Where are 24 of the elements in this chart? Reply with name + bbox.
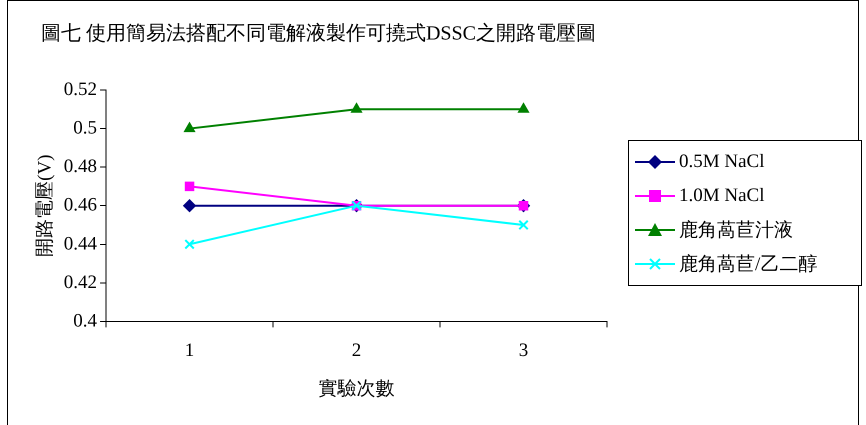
y-tick-label: 0.52 <box>64 78 98 100</box>
legend-label: 0.5M NaCl <box>679 151 764 173</box>
point <box>350 102 362 113</box>
y-tick-label: 0.4 <box>73 310 98 332</box>
x-tick-label: 1 <box>184 340 194 361</box>
y-tick-label: 0.48 <box>64 156 98 178</box>
x-tick-label: 3 <box>518 340 528 361</box>
y-tick-label: 0.44 <box>64 233 98 254</box>
point <box>184 122 196 132</box>
legend-label: 鹿角萵苣/乙二醇 <box>679 253 818 277</box>
x-axis-title: 實驗次數 <box>318 378 395 400</box>
y-axis-title: 開路電壓(V) <box>34 154 56 257</box>
point <box>183 199 196 212</box>
point <box>184 182 194 192</box>
point <box>184 239 195 250</box>
legend-label: 鹿角萵苣汁液 <box>679 219 793 243</box>
x-tick-label: 2 <box>352 340 362 361</box>
legend-label: 1.0M NaCl <box>679 185 764 207</box>
point <box>518 220 529 230</box>
point <box>518 102 530 113</box>
chart-title: 圖七 使用簡易法搭配不同電解液製作可撓式DSSC之開路電壓圖 <box>40 22 596 44</box>
y-tick-label: 0.5 <box>73 118 98 139</box>
y-tick-label: 0.46 <box>64 194 98 216</box>
y-tick-label: 0.42 <box>64 272 98 293</box>
